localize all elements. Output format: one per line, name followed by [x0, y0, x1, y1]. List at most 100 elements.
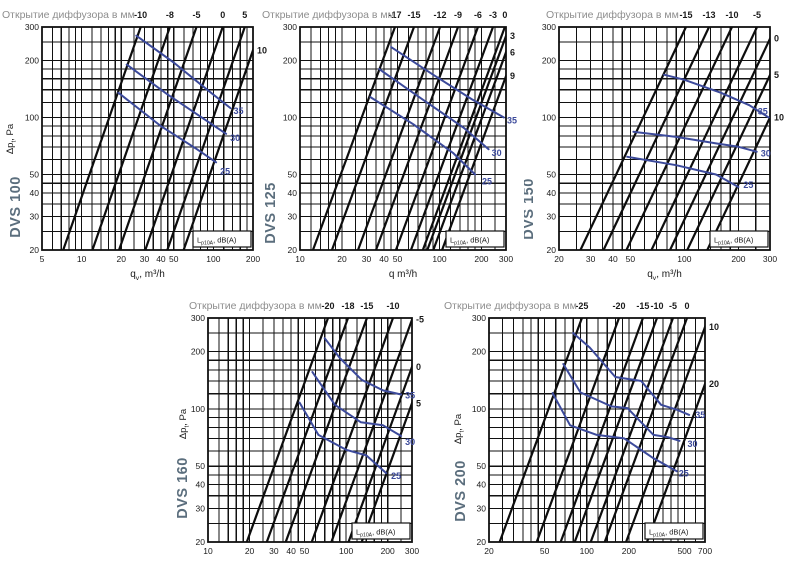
- noise-level-box-label: Lp10A, dB(A): [197, 236, 237, 247]
- opening-label--10: -10: [134, 10, 147, 20]
- opening-line--20: [535, 318, 621, 542]
- y-tick-30: 30: [30, 212, 40, 222]
- noise-level-box: [192, 230, 252, 248]
- opening-line-20: [645, 380, 705, 542]
- x-tick-300: 300: [763, 254, 777, 264]
- plot-border: [207, 317, 413, 543]
- chart-dvs-125: -17 -15 -12 -9 -6 -3 0 3 6 9 35 30 25 Lp10A, dB(A) 20 3…: [262, 9, 517, 280]
- opening-line--18: [265, 318, 350, 542]
- opening-line--9: [374, 27, 460, 250]
- opening-line-5: [360, 400, 412, 542]
- plot-border: [299, 26, 507, 251]
- model-label: DVS 100: [8, 176, 24, 238]
- opening-line-10: [625, 323, 705, 542]
- x-tick-20: 20: [337, 254, 347, 264]
- opening-line--15: [579, 27, 687, 250]
- x-tick-50: 50: [300, 546, 310, 556]
- y-tick-100: 100: [542, 112, 556, 122]
- grid-lines: [41, 26, 254, 251]
- y-tick-20: 20: [477, 537, 487, 547]
- opening-line--5: [650, 27, 759, 250]
- x-tick-50: 50: [393, 254, 403, 264]
- plot-border: [41, 26, 254, 251]
- x-axis-label: qv, m³/h: [647, 269, 682, 282]
- noise-curve-25: [626, 155, 740, 188]
- opening-label-9: 9: [510, 71, 515, 81]
- grid-lines: [207, 317, 413, 543]
- noise-curve-label-25: 25: [220, 166, 230, 176]
- noise-curve-label-30: 30: [492, 148, 502, 158]
- x-tick-500: 500: [677, 546, 691, 556]
- opening-label-10: 10: [257, 45, 267, 55]
- opening-label--20: -20: [612, 301, 625, 311]
- noise-level-box-label: Lp10A, dB(A): [450, 236, 490, 247]
- opening-label-0: 0: [220, 10, 225, 20]
- y-tick-200: 200: [25, 55, 39, 65]
- x-tick-700: 700: [698, 546, 712, 556]
- y-tick-20: 20: [30, 245, 40, 255]
- x-tick-10: 10: [77, 254, 87, 264]
- x-tick-200: 200: [246, 254, 260, 264]
- y-tick-300: 300: [542, 22, 556, 32]
- noise-curve-label-25: 25: [679, 468, 689, 478]
- opening-line--3: [409, 27, 495, 250]
- y-tick-200: 200: [542, 55, 556, 65]
- opening-line-0: [421, 27, 506, 250]
- y-tick-50: 50: [196, 461, 206, 471]
- opening-label-0: 0: [774, 34, 779, 44]
- model-label: DVS 200: [453, 460, 469, 522]
- opening-line-5: [686, 72, 770, 250]
- y-tick-300: 300: [25, 22, 39, 32]
- opening-label--15: -15: [679, 10, 692, 20]
- noise-level-box: [445, 230, 505, 248]
- grid-lines: [488, 317, 706, 543]
- opening-label-10: 10: [774, 112, 784, 122]
- x-tick-30: 30: [362, 254, 372, 264]
- opening-line--5: [589, 318, 675, 542]
- noise-curves: [626, 73, 770, 188]
- x-tick-100: 100: [339, 546, 353, 556]
- opening-line-0: [144, 27, 224, 250]
- opening-label--17: -17: [388, 10, 401, 20]
- opening-label-10: 10: [709, 322, 719, 332]
- noise-curve-label-35: 35: [507, 115, 517, 125]
- noise-curve-label-30: 30: [687, 439, 697, 449]
- noise-curve-25: [551, 392, 678, 473]
- opening-line--8: [91, 27, 171, 250]
- y-tick-100: 100: [472, 404, 486, 414]
- opening-line--20: [245, 318, 330, 542]
- plot-border: [558, 26, 771, 251]
- opening-label--20: -20: [322, 301, 335, 311]
- x-tick-100: 100: [677, 254, 691, 264]
- x-tick-20: 20: [245, 546, 255, 556]
- opening-label--10: -10: [386, 301, 399, 311]
- x-tick-200: 200: [381, 546, 395, 556]
- noise-curve-35: [663, 73, 770, 119]
- y-tick-20: 20: [196, 537, 206, 547]
- opening-line-5: [166, 27, 246, 250]
- x-tick-30: 30: [586, 254, 596, 264]
- noise-curve-label-25: 25: [482, 177, 492, 187]
- y-tick-200: 200: [472, 347, 486, 357]
- noise-curve-35: [135, 34, 232, 110]
- x-tick-20: 20: [484, 546, 494, 556]
- opening-label--15: -15: [636, 301, 649, 311]
- opening-label-5: 5: [774, 70, 779, 80]
- noise-curves: [117, 34, 232, 164]
- x-axis-label: q m³/h: [389, 269, 417, 280]
- noise-curve-35: [572, 332, 691, 416]
- y-tick-300: 300: [283, 22, 297, 32]
- opening-label-6: 6: [510, 47, 515, 57]
- x-tick-40: 40: [156, 254, 166, 264]
- x-tick-200: 200: [474, 254, 488, 264]
- x-tick-50: 50: [169, 254, 179, 264]
- opening-line--12: [357, 27, 442, 250]
- x-tick-40: 40: [286, 546, 296, 556]
- y-tick-40: 40: [477, 480, 487, 490]
- opening-line--15: [284, 318, 368, 542]
- x-tick-20: 20: [554, 254, 564, 264]
- chart-dvs-150: -15 -13 -10 -5 0 5 10 35 30 25 Lp10A, dB(A) 20 30 40 5…: [524, 9, 784, 282]
- y-tick-30: 30: [547, 212, 557, 222]
- x-tick-50: 50: [540, 546, 550, 556]
